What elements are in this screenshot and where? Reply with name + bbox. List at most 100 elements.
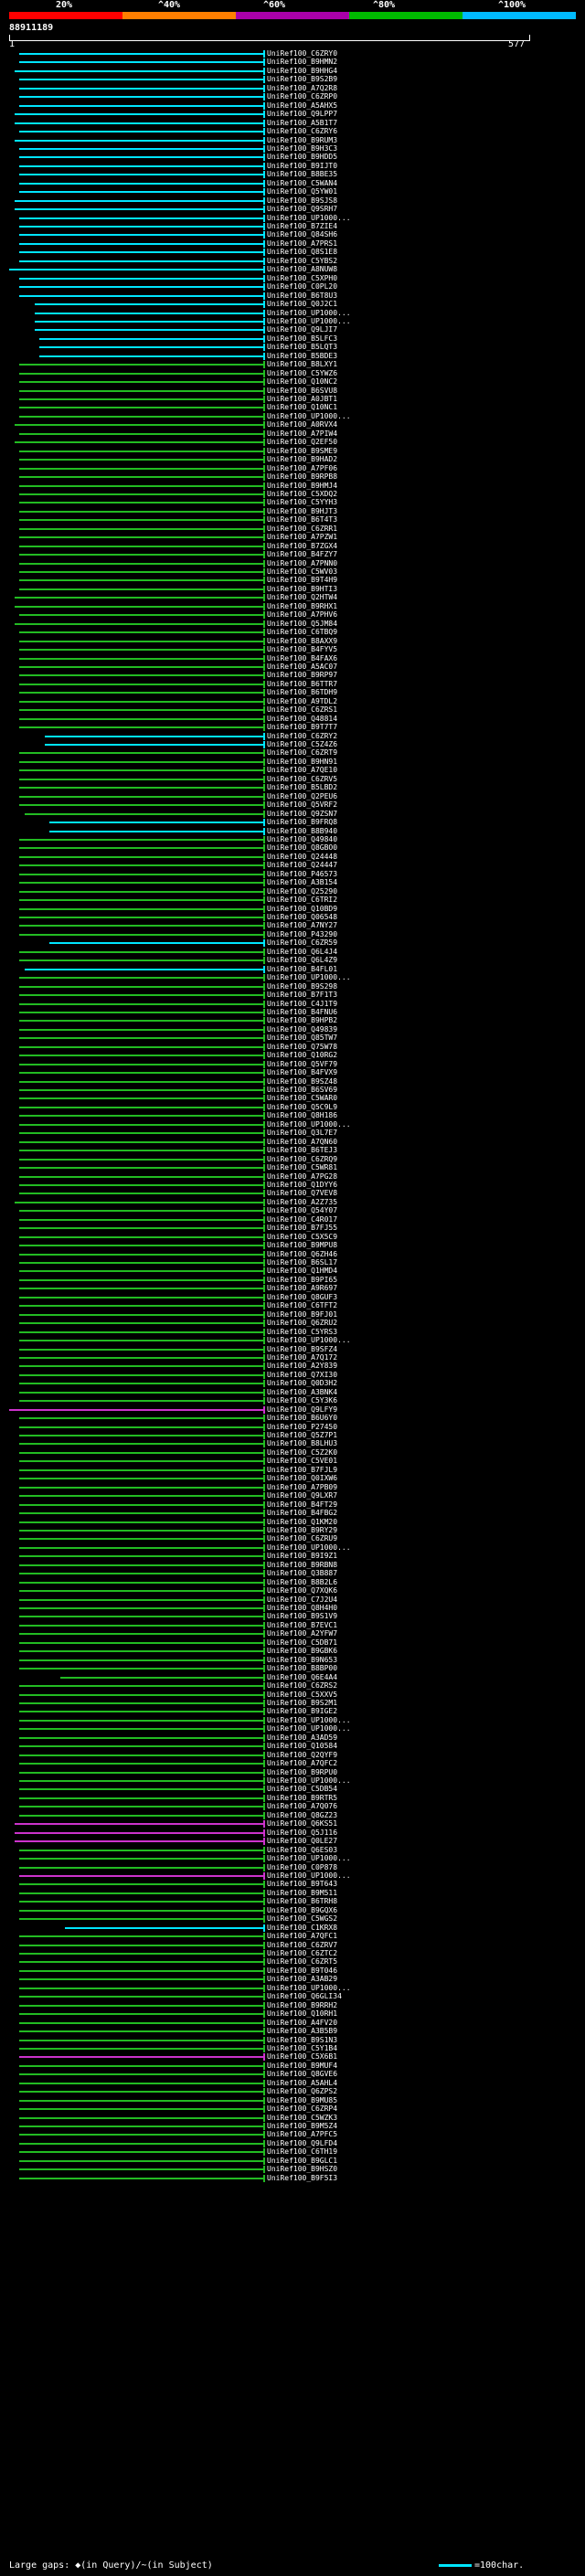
hit-row[interactable]: UniRef100_C5WAN4	[0, 179, 585, 187]
hit-row[interactable]: UniRef100_C6ZRS2	[0, 1681, 585, 1691]
hit-row[interactable]: UniRef100_C5WR81	[0, 1163, 585, 1172]
hit-row[interactable]: UniRef100_B9N653	[0, 1656, 585, 1664]
hit-row[interactable]: UniRef100_C6ZRQ9	[0, 1155, 585, 1163]
hit-row[interactable]: UniRef100_A3BNK4	[0, 1388, 585, 1396]
hit-row[interactable]: UniRef100_B9GQX6	[0, 1906, 585, 1914]
hit-label[interactable]: UniRef100_B9M511	[267, 1888, 338, 1897]
hit-label[interactable]: UniRef100_Q2QYF9	[267, 1750, 338, 1759]
hit-row[interactable]: UniRef100_B9RUM3	[0, 136, 585, 144]
hit-row[interactable]: UniRef100_A7QN60	[0, 1138, 585, 1146]
hit-row[interactable]: UniRef100_B4FZY7	[0, 550, 585, 559]
hit-row[interactable]: UniRef100_Q0LE27	[0, 1837, 585, 1846]
hit-row[interactable]: UniRef100_Q10BD9	[0, 905, 585, 913]
hit-row[interactable]: UniRef100_C6ZRP0	[0, 92, 585, 101]
hit-label[interactable]: UniRef100_C6TBQ9	[267, 628, 338, 637]
hit-label[interactable]: UniRef100_C6ZRQ9	[267, 1154, 338, 1163]
hit-row[interactable]: UniRef100_C7J2U4	[0, 1595, 585, 1604]
hit-row[interactable]: UniRef100_Q3B887	[0, 1569, 585, 1578]
hit-label[interactable]: UniRef100_Q9LJI7	[267, 325, 338, 334]
hit-label[interactable]: UniRef100_C6ZR59	[267, 938, 338, 948]
hit-label[interactable]: UniRef100_B9S2B9	[267, 75, 338, 84]
hit-row[interactable]: UniRef100_C5YYH3	[0, 498, 585, 507]
hit-row[interactable]: UniRef100_C6ZRV5	[0, 775, 585, 783]
hit-row[interactable]: UniRef100_Q49840	[0, 835, 585, 843]
hit-label[interactable]: UniRef100_B9N653	[267, 1655, 338, 1664]
hit-row[interactable]: UniRef100_B9HN91	[0, 758, 585, 766]
hit-label[interactable]: UniRef100_A7PB09	[267, 1482, 338, 1491]
hit-label[interactable]: UniRef100_Q84SH6	[267, 230, 338, 239]
hit-row[interactable]: UniRef100_A7PHV6	[0, 610, 585, 620]
hit-label[interactable]: UniRef100_C6ZRY2	[267, 731, 338, 740]
hit-label[interactable]: UniRef100_Q8H186	[267, 1111, 338, 1120]
hit-row[interactable]: UniRef100_Q8GBO0	[0, 843, 585, 853]
hit-row[interactable]: UniRef100_C5WZK3	[0, 2114, 585, 2122]
hit-row[interactable]: UniRef100_Q9LXR7	[0, 1491, 585, 1500]
hit-row[interactable]: UniRef100_C6ZRY6	[0, 127, 585, 136]
hit-row[interactable]: UniRef100_B5LQT3	[0, 343, 585, 352]
hit-label[interactable]: UniRef100_C5YYH3	[267, 498, 338, 507]
hit-label[interactable]: UniRef100_Q2EF50	[267, 438, 338, 447]
hit-row[interactable]: UniRef100_C6ZTC2	[0, 1949, 585, 1957]
hit-label[interactable]: UniRef100_B9HMJ4	[267, 481, 338, 490]
hit-label[interactable]: UniRef100_A5AHL4	[267, 2078, 338, 2087]
hit-row[interactable]: UniRef100_P46573	[0, 870, 585, 878]
hit-label[interactable]: UniRef100_Q49840	[267, 834, 338, 843]
hit-row[interactable]: UniRef100_B9PI65	[0, 1276, 585, 1284]
hit-label[interactable]: UniRef100_B9HHG4	[267, 66, 338, 75]
hit-row[interactable]: UniRef100_Q25290	[0, 887, 585, 896]
hit-label[interactable]: UniRef100_B9GQX6	[267, 1905, 338, 1914]
hit-label[interactable]: UniRef100_Q0J2C1	[267, 300, 338, 309]
hit-label[interactable]: UniRef100_UP1000...	[267, 1542, 351, 1552]
hit-row[interactable]: UniRef100_Q1KM20	[0, 1518, 585, 1526]
hit-row[interactable]: UniRef100_UP1000...	[0, 1776, 585, 1785]
hit-row[interactable]: UniRef100_B6SV69	[0, 1086, 585, 1094]
hit-row[interactable]: UniRef100_Q6E4A4	[0, 1673, 585, 1681]
hit-label[interactable]: UniRef100_B4FZY7	[267, 550, 338, 559]
hit-row[interactable]: UniRef100_Q2PEU6	[0, 792, 585, 800]
hit-label[interactable]: UniRef100_B4FAX6	[267, 653, 338, 663]
hit-row[interactable]: UniRef100_B9SZ48	[0, 1077, 585, 1086]
hit-row[interactable]: UniRef100_B9HJT3	[0, 507, 585, 515]
hit-row[interactable]: UniRef100_B9H3C3	[0, 144, 585, 153]
hit-row[interactable]: UniRef100_Q6ES03	[0, 1846, 585, 1854]
hit-row[interactable]: UniRef100_Q2EF50	[0, 438, 585, 447]
hit-label[interactable]: UniRef100_Q85TW7	[267, 1034, 338, 1043]
hit-label[interactable]: UniRef100_B9RP97	[267, 671, 338, 680]
hit-row[interactable]: UniRef100_Q2QYF9	[0, 1751, 585, 1759]
hit-label[interactable]: UniRef100_Q10RG2	[267, 1051, 338, 1060]
hit-row[interactable]: UniRef100_B9HSZ0	[0, 2165, 585, 2174]
hit-row[interactable]: UniRef100_A8NUW8	[0, 265, 585, 274]
hit-label[interactable]: UniRef100_A7QFC1	[267, 1932, 338, 1941]
hit-label[interactable]: UniRef100_Q9LFD4	[267, 2138, 338, 2147]
hit-label[interactable]: UniRef100_B7FJ55	[267, 1224, 338, 1233]
hit-row[interactable]: UniRef100_C5X6B1	[0, 2052, 585, 2062]
hit-label[interactable]: UniRef100_Q0D3H2	[267, 1379, 338, 1388]
hit-label[interactable]: UniRef100_B8AXX9	[267, 636, 338, 645]
hit-label[interactable]: UniRef100_Q7VEV8	[267, 1189, 338, 1198]
hit-row[interactable]: UniRef100_Q5J116	[0, 1829, 585, 1837]
hit-label[interactable]: UniRef100_Q5C9L9	[267, 1102, 338, 1111]
hit-row[interactable]: UniRef100_C5DB71	[0, 1638, 585, 1647]
hit-row[interactable]: UniRef100_A5B1T7	[0, 119, 585, 127]
hit-label[interactable]: UniRef100_B7F1T3	[267, 991, 338, 1000]
hit-label[interactable]: UniRef100_B9SFZ4	[267, 1344, 338, 1353]
hit-row[interactable]: UniRef100_B4FBG2	[0, 1509, 585, 1518]
hit-label[interactable]: UniRef100_B8BP00	[267, 1664, 338, 1673]
hit-row[interactable]: UniRef100_A2YFW7	[0, 1629, 585, 1638]
hit-row[interactable]: UniRef100_A3B154	[0, 878, 585, 887]
hit-row[interactable]: UniRef100_B9MPU8	[0, 1241, 585, 1250]
hit-label[interactable]: UniRef100_UP1000...	[267, 1119, 351, 1129]
hit-row[interactable]: UniRef100_C6TFT2	[0, 1301, 585, 1310]
hit-label[interactable]: UniRef100_C6ZRP0	[267, 92, 338, 101]
hit-label[interactable]: UniRef100_B9S1V9	[267, 1612, 338, 1621]
hit-label[interactable]: UniRef100_C5XXV5	[267, 1690, 338, 1699]
hit-label[interactable]: UniRef100_Q9LXR7	[267, 1491, 338, 1500]
hit-label[interactable]: UniRef100_B4FT29	[267, 1500, 338, 1509]
hit-row[interactable]: UniRef100_B7F1T3	[0, 991, 585, 1000]
hit-label[interactable]: UniRef100_Q6KS51	[267, 1819, 338, 1829]
hit-label[interactable]: UniRef100_B9RRH2	[267, 2000, 338, 2009]
hit-label[interactable]: UniRef100_Q24448	[267, 852, 338, 861]
hit-row[interactable]: UniRef100_Q8S1E8	[0, 248, 585, 257]
hit-row[interactable]: UniRef100_A5AHX5	[0, 101, 585, 110]
hit-label[interactable]: UniRef100_B9SME9	[267, 446, 338, 455]
